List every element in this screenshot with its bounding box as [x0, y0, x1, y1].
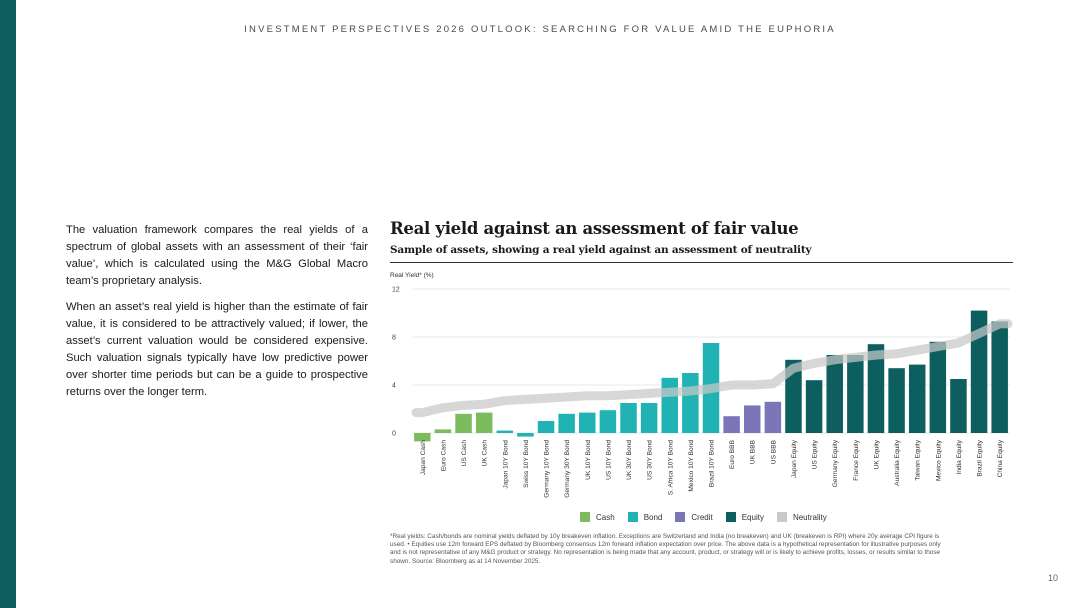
bar — [847, 355, 864, 433]
legend-item: Bond — [627, 512, 663, 522]
y-tick-label: 12 — [392, 287, 400, 294]
x-tick-label: India Equity — [956, 439, 963, 474]
bar — [475, 412, 493, 433]
x-tick-label: S. Africa 10Y Bond — [667, 440, 674, 496]
x-tick-label: Germany 10Y Bond — [544, 440, 551, 498]
x-tick-label: Japan 10Y Bond — [502, 440, 509, 489]
x-tick-label: Germany Equity — [832, 439, 839, 487]
legend-swatch — [675, 512, 686, 522]
chart-title: Real yield against an assessment of fair… — [390, 219, 799, 238]
legend-item: Neutrality — [776, 512, 827, 522]
x-tick-label: Mexico 10Y Bond — [688, 440, 695, 492]
bar — [929, 341, 947, 433]
bar — [620, 403, 637, 433]
x-tick-label: Taiwan Equity — [915, 439, 922, 480]
y-tick-label: 8 — [392, 335, 396, 342]
report-header: INVESTMENT PERSPECTIVES 2026 OUTLOOK: SE… — [244, 24, 836, 35]
x-tick-label: France Equity — [853, 439, 860, 480]
bar — [970, 310, 988, 433]
x-tick-label: US BBB — [770, 439, 777, 464]
bar — [517, 433, 534, 437]
legend-swatch — [627, 512, 638, 522]
x-tick-label: US Equity — [812, 439, 819, 469]
real-yield-chart: Real Yield* (%) 0 4 8 12 Japan Cash Euro Cash U… — [390, 272, 1013, 498]
bar — [785, 359, 802, 433]
bar — [537, 421, 555, 433]
bar — [743, 405, 761, 433]
y-axis-label: Real Yield* (%) — [390, 272, 434, 279]
x-tick-label: Germany 30Y Bond — [564, 440, 571, 498]
bar — [805, 380, 823, 433]
y-tick-label: 0 — [392, 431, 396, 438]
bar — [950, 379, 967, 433]
bar — [640, 403, 658, 433]
x-tick-label: US 30Y Bond — [647, 440, 654, 480]
bar — [682, 373, 699, 433]
bar — [723, 416, 740, 433]
x-tick-label: UK Cash — [482, 440, 489, 467]
x-tick-label: Japan Cash — [420, 440, 427, 476]
legend-label: Neutrality — [792, 512, 827, 522]
legend-item: Cash — [580, 512, 615, 522]
x-tick-label: US 10Y Bond — [605, 440, 612, 480]
footnote: *Real yields: Cash/bonds are nominal yie… — [390, 533, 941, 565]
legend-item: Equity — [725, 512, 764, 522]
legend-label: Credit — [691, 512, 713, 522]
bar — [826, 355, 843, 433]
bar — [455, 413, 472, 433]
x-tick-label: Mexico Equity — [935, 439, 942, 481]
bar — [888, 368, 905, 433]
x-tick-label: Japan Equity — [791, 439, 798, 478]
x-tick-label: Brazil 10Y Bond — [709, 440, 716, 487]
bar — [867, 344, 885, 433]
x-tick-label: UK 30Y Bond — [626, 440, 633, 480]
bar — [661, 377, 679, 433]
x-tick-label: UK Equity — [873, 439, 880, 469]
x-tick-label: Brazil Equity — [977, 439, 984, 476]
body-text: The valuation framework compares the rea… — [66, 222, 368, 410]
paragraph-1: The valuation framework compares the rea… — [66, 224, 368, 287]
legend-label: Bond — [643, 512, 663, 522]
chart-subtitle: Sample of assets, showing a real yield a… — [390, 244, 812, 256]
x-tick-label: UK 10Y Bond — [585, 440, 592, 480]
bar — [908, 364, 926, 433]
legend-item: Credit — [675, 512, 713, 522]
bar — [764, 401, 782, 433]
chart-title-rule — [390, 262, 1013, 263]
x-tick-label: Swiss 10Y Bond — [523, 440, 530, 488]
bar — [599, 410, 617, 433]
x-tick-label: Euro Cash — [440, 440, 447, 471]
legend-label: Equity — [741, 512, 764, 522]
side-accent-bar — [0, 0, 16, 608]
legend-swatch — [776, 512, 787, 522]
x-tick-label: Australia Equity — [894, 439, 901, 486]
x-tick-label: US Cash — [461, 440, 468, 467]
x-tick-label: China Equity — [997, 439, 1004, 477]
y-tick-label: 4 — [392, 383, 396, 390]
legend-label: Cash — [596, 512, 615, 522]
legend-swatch — [725, 512, 736, 522]
x-tick-label: UK BBB — [750, 439, 757, 464]
paragraph-2: When an asset’s real yield is higher tha… — [66, 301, 368, 398]
neutrality-band — [411, 319, 1013, 418]
bar — [496, 430, 514, 433]
chart-legend: Cash Bond Credit Equity Neutrality — [580, 512, 827, 522]
page-number: 10 — [1047, 573, 1058, 583]
bar — [991, 321, 1008, 433]
bar — [414, 433, 431, 442]
bar — [579, 412, 596, 433]
legend-swatch — [580, 512, 590, 522]
bar — [558, 413, 575, 433]
bar — [434, 429, 452, 433]
x-tick-label: Euro BBB — [729, 439, 736, 469]
